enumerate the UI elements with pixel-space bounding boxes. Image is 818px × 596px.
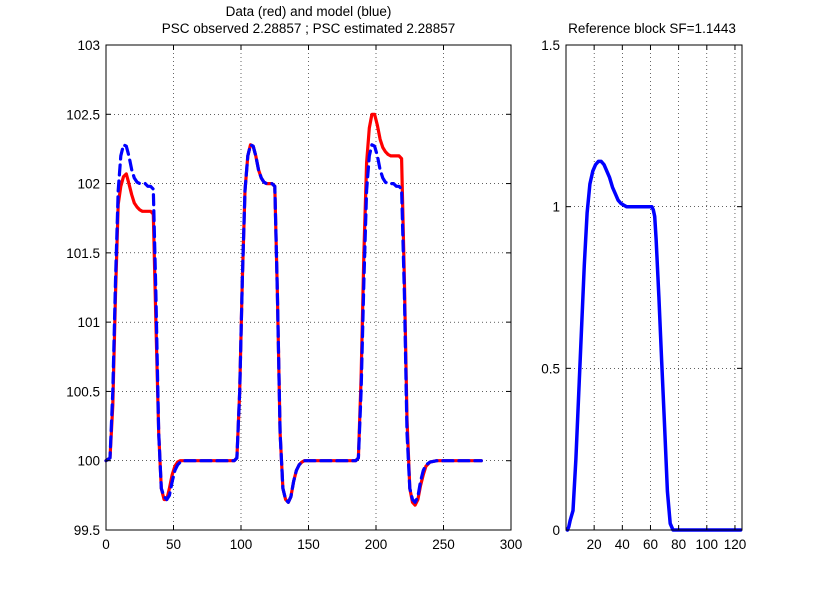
- right-y-tick-label: 1.5: [541, 38, 560, 53]
- right-y-tick-label: 1: [552, 200, 560, 215]
- left-x-tick-label: 100: [230, 537, 253, 552]
- right-ticks: 20 40 60 80 100 120 0 0.5 1 1.5: [541, 38, 746, 552]
- left-y-tick-label: 101: [77, 315, 100, 330]
- left-y-tick-label: 102.5: [66, 107, 100, 122]
- left-series-1-line: [104, 143, 483, 504]
- left-x-tick-label: 0: [102, 537, 110, 552]
- right-y-tick-label: 0: [552, 523, 560, 538]
- left-chart-title: Data (red) and model (blue): [226, 4, 392, 19]
- left-y-tick-label: 103: [77, 38, 100, 53]
- left-x-tick-label: 300: [500, 537, 523, 552]
- left-chart-subtitle: PSC observed 2.28857 ; PSC estimated 2.2…: [162, 21, 455, 36]
- right-plot-area: [566, 45, 742, 530]
- right-x-tick-label: 80: [671, 537, 686, 552]
- left-y-tick-label: 99.5: [74, 523, 100, 538]
- right-axes: 20 40 60 80 100 120 0 0.5 1 1.5 Reference block S…: [541, 21, 746, 552]
- left-x-tick-label: 50: [166, 537, 181, 552]
- right-y-tick-label: 0.5: [541, 361, 560, 376]
- left-series: [104, 112, 483, 507]
- right-x-tick-label: 120: [724, 537, 747, 552]
- left-x-tick-label: 200: [365, 537, 388, 552]
- right-x-tick-label: 100: [696, 537, 719, 552]
- right-x-tick-label: 20: [587, 537, 602, 552]
- left-y-tick-label: 100.5: [66, 384, 100, 399]
- right-x-tick-label: 40: [615, 537, 630, 552]
- right-grid: [566, 45, 742, 530]
- left-y-tick-label: 101.5: [66, 246, 100, 261]
- left-ticks: 0 50 100 150 200 250 300 99.5 100 100.5 101 101.5 10…: [66, 38, 522, 552]
- left-axes: 0 50 100 150 200 250 300 99.5 100 100.5 101 101.5 10…: [66, 4, 522, 552]
- left-y-tick-label: 100: [77, 454, 100, 469]
- left-x-tick-label: 150: [297, 537, 320, 552]
- right-axes-frame: [565, 44, 743, 531]
- left-x-tick-label: 250: [432, 537, 455, 552]
- left-y-tick-label: 102: [77, 177, 100, 192]
- right-chart-title: Reference block SF=1.1443: [568, 21, 736, 36]
- right-x-tick-label: 60: [643, 537, 658, 552]
